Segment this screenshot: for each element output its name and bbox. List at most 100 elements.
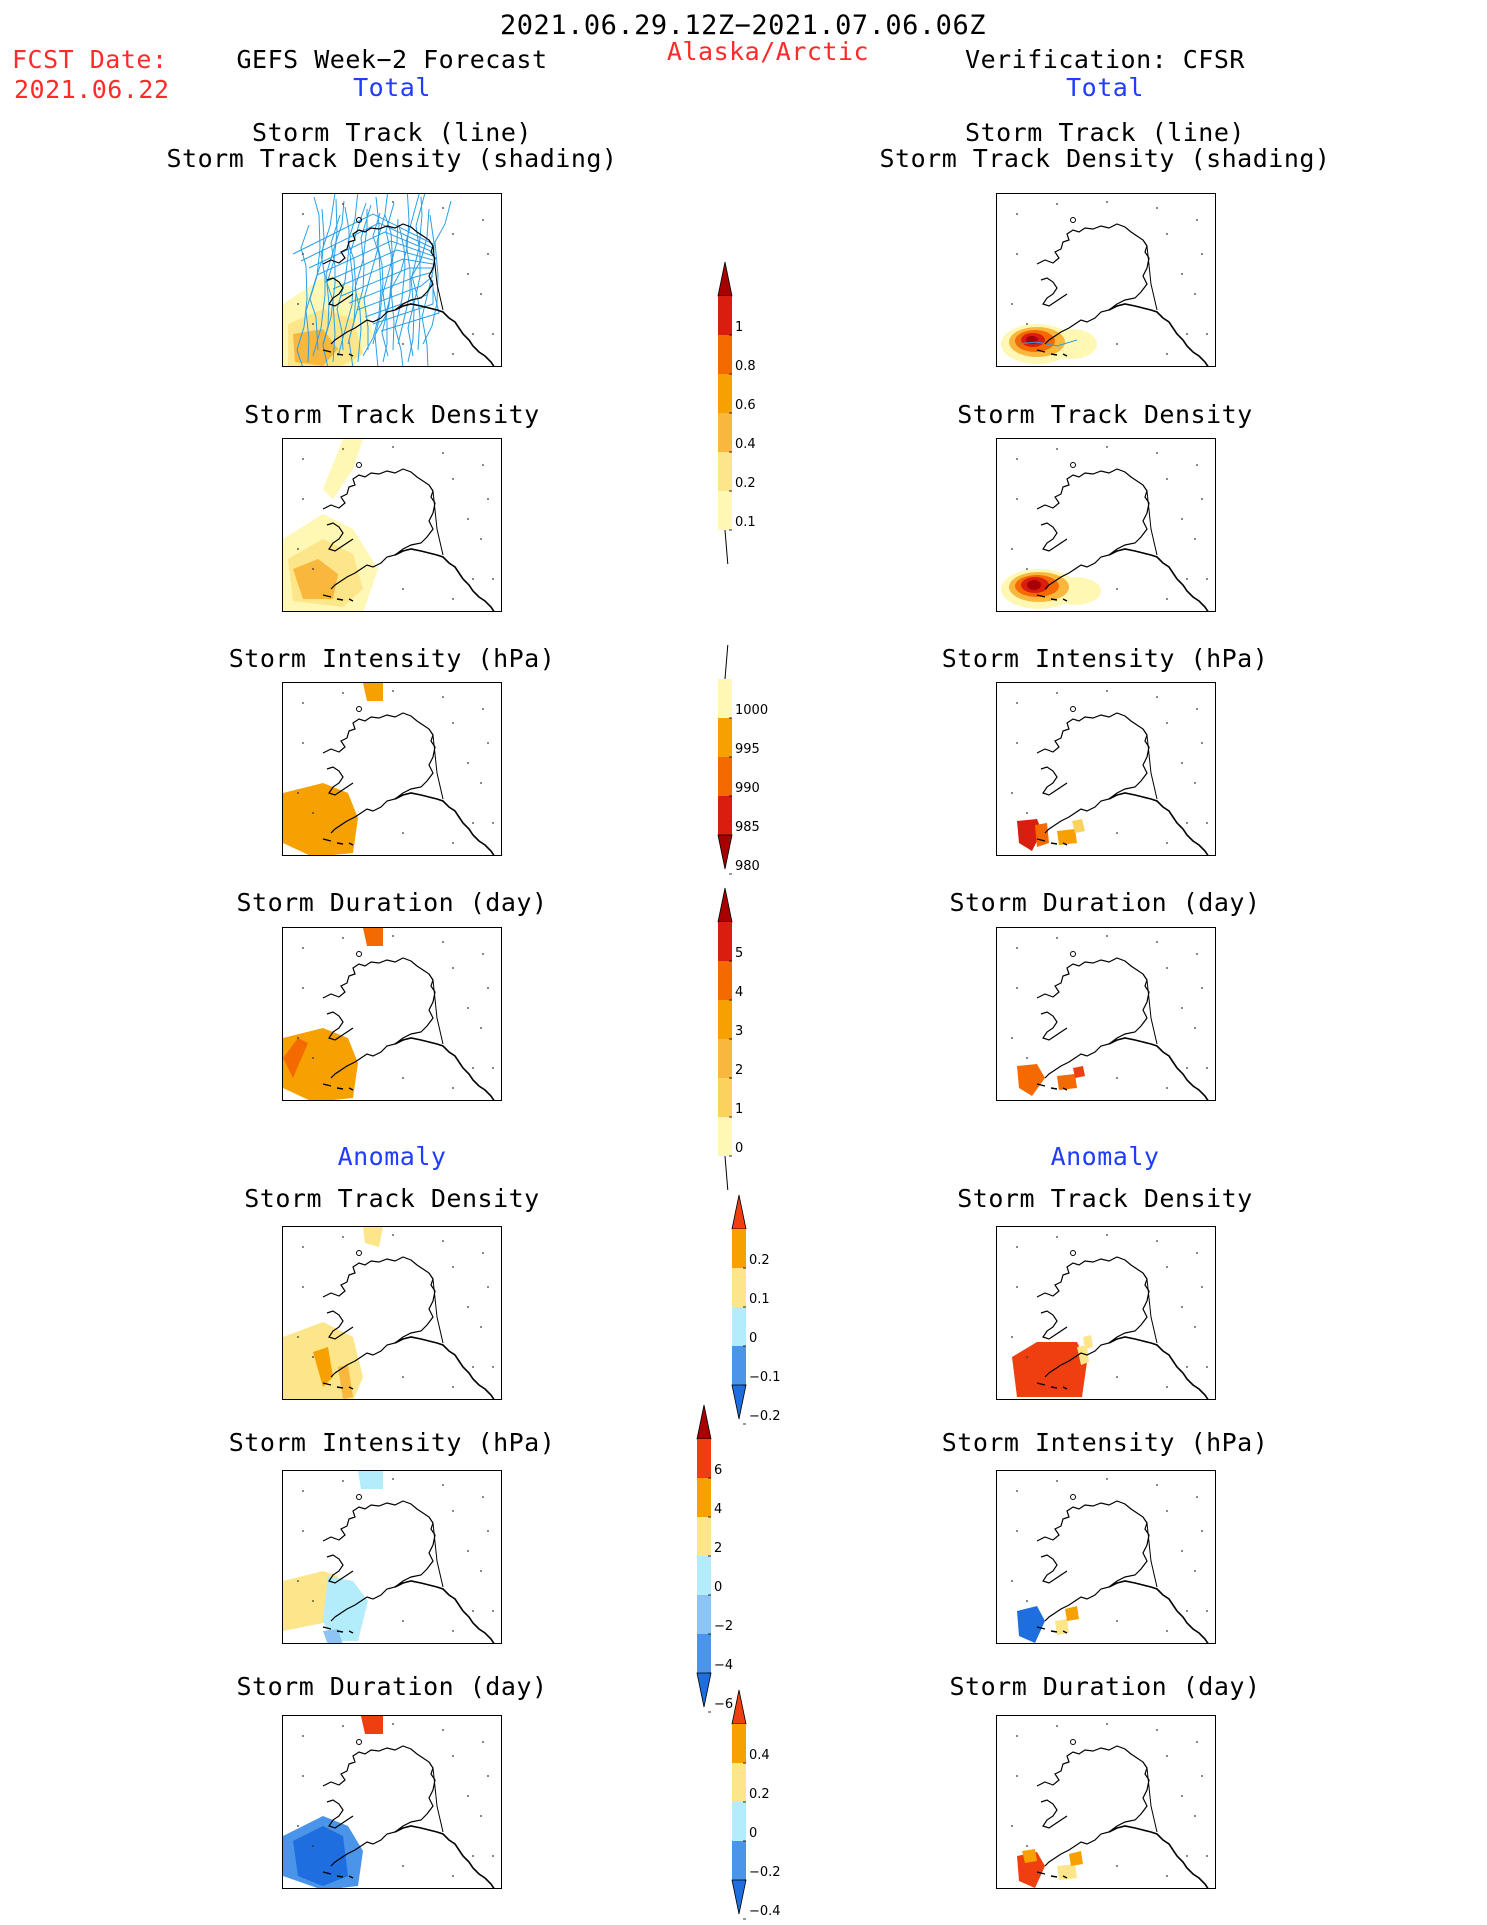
map-panel-forecast-anomaly-intensity (282, 1470, 502, 1644)
colorbar-segment (718, 679, 732, 718)
colorbar-segment (732, 1229, 746, 1268)
title-vf-anom-intensity: Storm Intensity (hPa) (941, 1428, 1269, 1457)
colorbar-tick-label: 0 (749, 1826, 757, 1841)
colorbar-duration-anomaly: 0.4 0.2 0 −0.2 −0.4 (731, 1689, 822, 1920)
colorbar-bottom-triangle (731, 1384, 747, 1420)
colorbar-segment (732, 1346, 746, 1385)
fcst-date-label: FCST Date: (12, 45, 168, 74)
colorbar-bottom-triangle (696, 1672, 712, 1708)
colorbar-tick-label: 6 (714, 1463, 722, 1478)
colorbar-segment (718, 491, 732, 530)
title-vf-anom-duration: Storm Duration (day) (949, 1672, 1261, 1701)
map-panel-verification-anomaly-duration (996, 1715, 1216, 1889)
colorbar-tick-label: 4 (735, 985, 743, 1000)
colorbar-bottom-triangle (731, 1879, 747, 1915)
colorbar-tick-label: 2 (714, 1541, 722, 1556)
title-fc-intensity: Storm Intensity (hPa) (228, 644, 556, 673)
colorbar-tick-label: 0.2 (749, 1787, 770, 1802)
colorbar-segment (718, 335, 732, 374)
map-panel-verification-total-duration (996, 927, 1216, 1101)
left-column-title: GEFS Week−2 Forecast (236, 45, 548, 74)
period-title: 2021.06.29.12Z−2021.07.06.06Z (500, 10, 986, 41)
map-panel-verification-anomaly-intensity (996, 1470, 1216, 1644)
colorbar-tick-label: 990 (735, 781, 760, 796)
colorbar-segment (718, 1039, 732, 1078)
colorbar-tick-label: 0 (749, 1331, 757, 1346)
colorbar-tick-label: 0.1 (749, 1292, 770, 1307)
title-fc-anom-intensity: Storm Intensity (hPa) (228, 1428, 556, 1457)
colorbar-bottom-triangle (717, 834, 733, 870)
colorbar-segment (718, 374, 732, 413)
colorbar-top-triangle (717, 887, 733, 923)
colorbar-tick-label: 0.2 (735, 476, 756, 491)
map-panel-forecast-total-intensity (282, 682, 502, 856)
colorbar-segment (718, 1000, 732, 1039)
colorbar-segment (697, 1556, 711, 1595)
region-title: Alaska/Arctic (666, 37, 870, 66)
colorbar-segment (732, 1763, 746, 1802)
colorbar-tick-label: 0.4 (735, 437, 756, 452)
title-vf-duration: Storm Duration (day) (949, 888, 1261, 917)
map-panel-forecast-anomaly-duration (282, 1715, 502, 1889)
colorbar-segment (732, 1841, 746, 1880)
title-fc-anom-density: Storm Track Density (244, 1184, 540, 1213)
colorbar-intensity-total: 1000 995 990 985 980 (717, 644, 808, 875)
colorbar-tick-label: −0.2 (749, 1865, 781, 1880)
colorbar-tick-label: −4 (714, 1658, 733, 1673)
colorbar-tick-label: 2 (735, 1063, 743, 1078)
title-fc-duration: Storm Duration (day) (236, 888, 548, 917)
title-vf-anom-density: Storm Track Density (957, 1184, 1253, 1213)
colorbar-segment (732, 1802, 746, 1841)
map-panel-verification-total-density (996, 438, 1216, 612)
colorbar-segment (732, 1268, 746, 1307)
colorbar-segment (718, 452, 732, 491)
title-fc-density: Storm Track Density (244, 400, 540, 429)
title-vf-track-shading: Storm Track Density (shading) (879, 144, 1331, 173)
colorbar-tick-label: −0.1 (749, 1370, 781, 1385)
colorbar-segment (718, 1117, 732, 1156)
colorbar-tick-label: 0.6 (735, 398, 756, 413)
colorbar-tick-label: 0.4 (749, 1748, 770, 1763)
colorbar-segment (732, 1307, 746, 1346)
map-panel-forecast-total-duration (282, 927, 502, 1101)
colorbar-tick-label: 980 (735, 859, 760, 874)
title-vf-intensity: Storm Intensity (hPa) (941, 644, 1269, 673)
colorbar-intensity-anomaly: 6 4 2 0 −2 −4 −6 (696, 1404, 787, 1713)
colorbar-tick-label: 1000 (735, 703, 768, 718)
colorbar-tick-label: 1 (735, 320, 743, 335)
title-vf-density: Storm Track Density (957, 400, 1253, 429)
colorbar-tick-label: −6 (714, 1697, 733, 1712)
right-total-label: Total (1066, 73, 1144, 102)
colorbar-duration-total: 5 4 3 2 1 0 (717, 887, 808, 1194)
colorbar-tick-label: 5 (735, 946, 743, 961)
right-column-title: Verification: CFSR (965, 45, 1245, 74)
colorbar-tick-label: 1 (735, 1102, 743, 1117)
left-total-label: Total (353, 73, 431, 102)
colorbar-segment (697, 1517, 711, 1556)
colorbar-top-triangle (717, 261, 733, 297)
colorbar-segment (697, 1595, 711, 1634)
colorbar-segment (718, 757, 732, 796)
map-panel-verification-anomaly-density (996, 1226, 1216, 1400)
fcst-date-value: 2021.06.22 (14, 75, 170, 104)
map-panel-forecast-total-density (282, 438, 502, 612)
map-panel-verification-total-intensity (996, 682, 1216, 856)
title-fc-anom-duration: Storm Duration (day) (236, 1672, 548, 1701)
colorbar-tick-label: 995 (735, 742, 760, 757)
colorbar-segment (718, 1078, 732, 1117)
colorbar-tick-label: 0.2 (749, 1253, 770, 1268)
colorbar-segment (718, 718, 732, 757)
colorbar-segment (718, 413, 732, 452)
colorbar-top-triangle (696, 1404, 712, 1440)
colorbar-density-total: 1 0.8 0.6 0.4 0.2 0.1 (717, 261, 808, 568)
colorbar-density-anomaly: 0.2 0.1 0 −0.1 −0.2 (731, 1194, 822, 1425)
colorbar-segment (718, 961, 732, 1000)
colorbar-tick-label: −2 (714, 1619, 733, 1634)
colorbar-tick-label: 985 (735, 820, 760, 835)
map-panel-forecast-anomaly-density (282, 1226, 502, 1400)
map-panel-forecast-total-track (282, 193, 502, 367)
colorbar-tick-label: −0.4 (749, 1904, 781, 1919)
title-fc-track-shading: Storm Track Density (shading) (166, 144, 618, 173)
colorbar-segment (718, 796, 732, 835)
colorbar-tick-label: 0 (714, 1580, 722, 1595)
